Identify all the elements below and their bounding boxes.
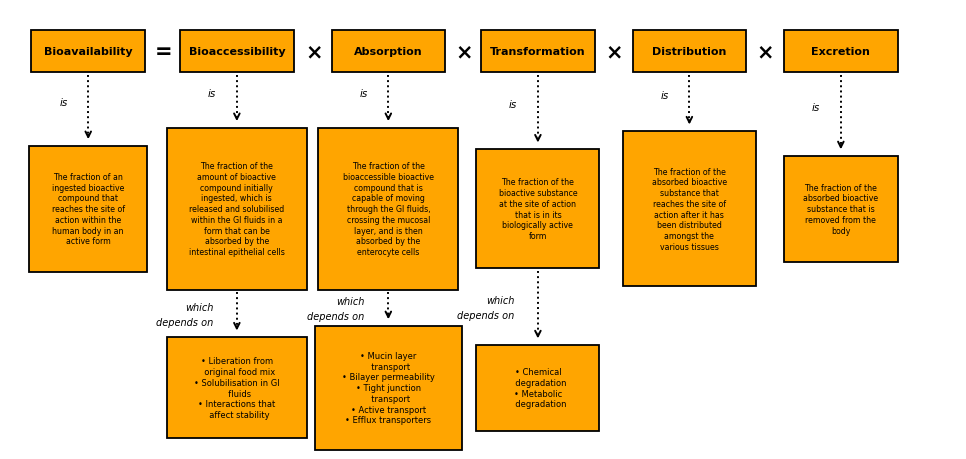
Text: depends on: depends on [156, 317, 213, 327]
Text: • Liberation from
  original food mix
• Solubilisation in GI
  fluids
• Interact: • Liberation from original food mix • So… [194, 357, 280, 419]
Text: is: is [359, 89, 367, 99]
FancyBboxPatch shape [784, 30, 897, 73]
Text: • Chemical
  degradation
• Metabolic
  degradation: • Chemical degradation • Metabolic degra… [510, 367, 566, 409]
Text: =: = [156, 42, 173, 62]
Text: Absorption: Absorption [354, 47, 423, 57]
FancyBboxPatch shape [167, 337, 307, 438]
Text: ×: × [605, 42, 622, 62]
Text: The fraction of the
absorbed bioactive
substance that
reaches the site of
action: The fraction of the absorbed bioactive s… [652, 167, 727, 251]
FancyBboxPatch shape [476, 150, 600, 269]
Text: • Mucin layer
  transport
• Bilayer permeability
• Tight junction
  transport
• : • Mucin layer transport • Bilayer permea… [342, 351, 435, 425]
Text: ×: × [756, 42, 774, 62]
Text: is: is [509, 100, 517, 110]
Text: The fraction of the
bioaccessible bioactive
compound that is
capable of moving
t: The fraction of the bioaccessible bioact… [343, 162, 434, 257]
Text: The fraction of an
ingested bioactive
compound that
reaches the site of
action w: The fraction of an ingested bioactive co… [51, 173, 125, 246]
Text: is: is [208, 89, 216, 99]
FancyBboxPatch shape [315, 326, 462, 450]
FancyBboxPatch shape [481, 30, 595, 73]
Text: Bioaccessibility: Bioaccessibility [188, 47, 285, 57]
FancyBboxPatch shape [633, 30, 746, 73]
Text: Distribution: Distribution [652, 47, 726, 57]
Text: is: is [811, 103, 820, 113]
Text: ×: × [455, 42, 472, 62]
Text: The fraction of the
bioactive substance
at the site of action
that is in its
bio: The fraction of the bioactive substance … [498, 178, 578, 241]
FancyBboxPatch shape [180, 30, 294, 73]
Text: is: is [661, 91, 668, 101]
FancyBboxPatch shape [784, 157, 897, 262]
FancyBboxPatch shape [318, 128, 459, 290]
Text: The fraction of the
amount of bioactive
compound initially
ingested, which is
re: The fraction of the amount of bioactive … [189, 162, 285, 257]
FancyBboxPatch shape [476, 345, 600, 431]
FancyBboxPatch shape [167, 128, 307, 290]
Text: which: which [336, 297, 365, 306]
FancyBboxPatch shape [32, 30, 145, 73]
FancyBboxPatch shape [29, 146, 148, 272]
Text: which: which [486, 295, 514, 305]
FancyBboxPatch shape [331, 30, 445, 73]
Text: Excretion: Excretion [811, 47, 870, 57]
Text: Transformation: Transformation [490, 47, 585, 57]
FancyBboxPatch shape [623, 132, 755, 287]
Text: depends on: depends on [307, 311, 365, 321]
Text: which: which [185, 302, 213, 312]
Text: depends on: depends on [457, 310, 514, 320]
Text: ×: × [306, 42, 324, 62]
Text: The fraction of the
absorbed bioactive
substance that is
removed from the
body: The fraction of the absorbed bioactive s… [804, 183, 878, 235]
Text: Bioavailability: Bioavailability [43, 47, 132, 57]
Text: is: is [59, 98, 68, 108]
